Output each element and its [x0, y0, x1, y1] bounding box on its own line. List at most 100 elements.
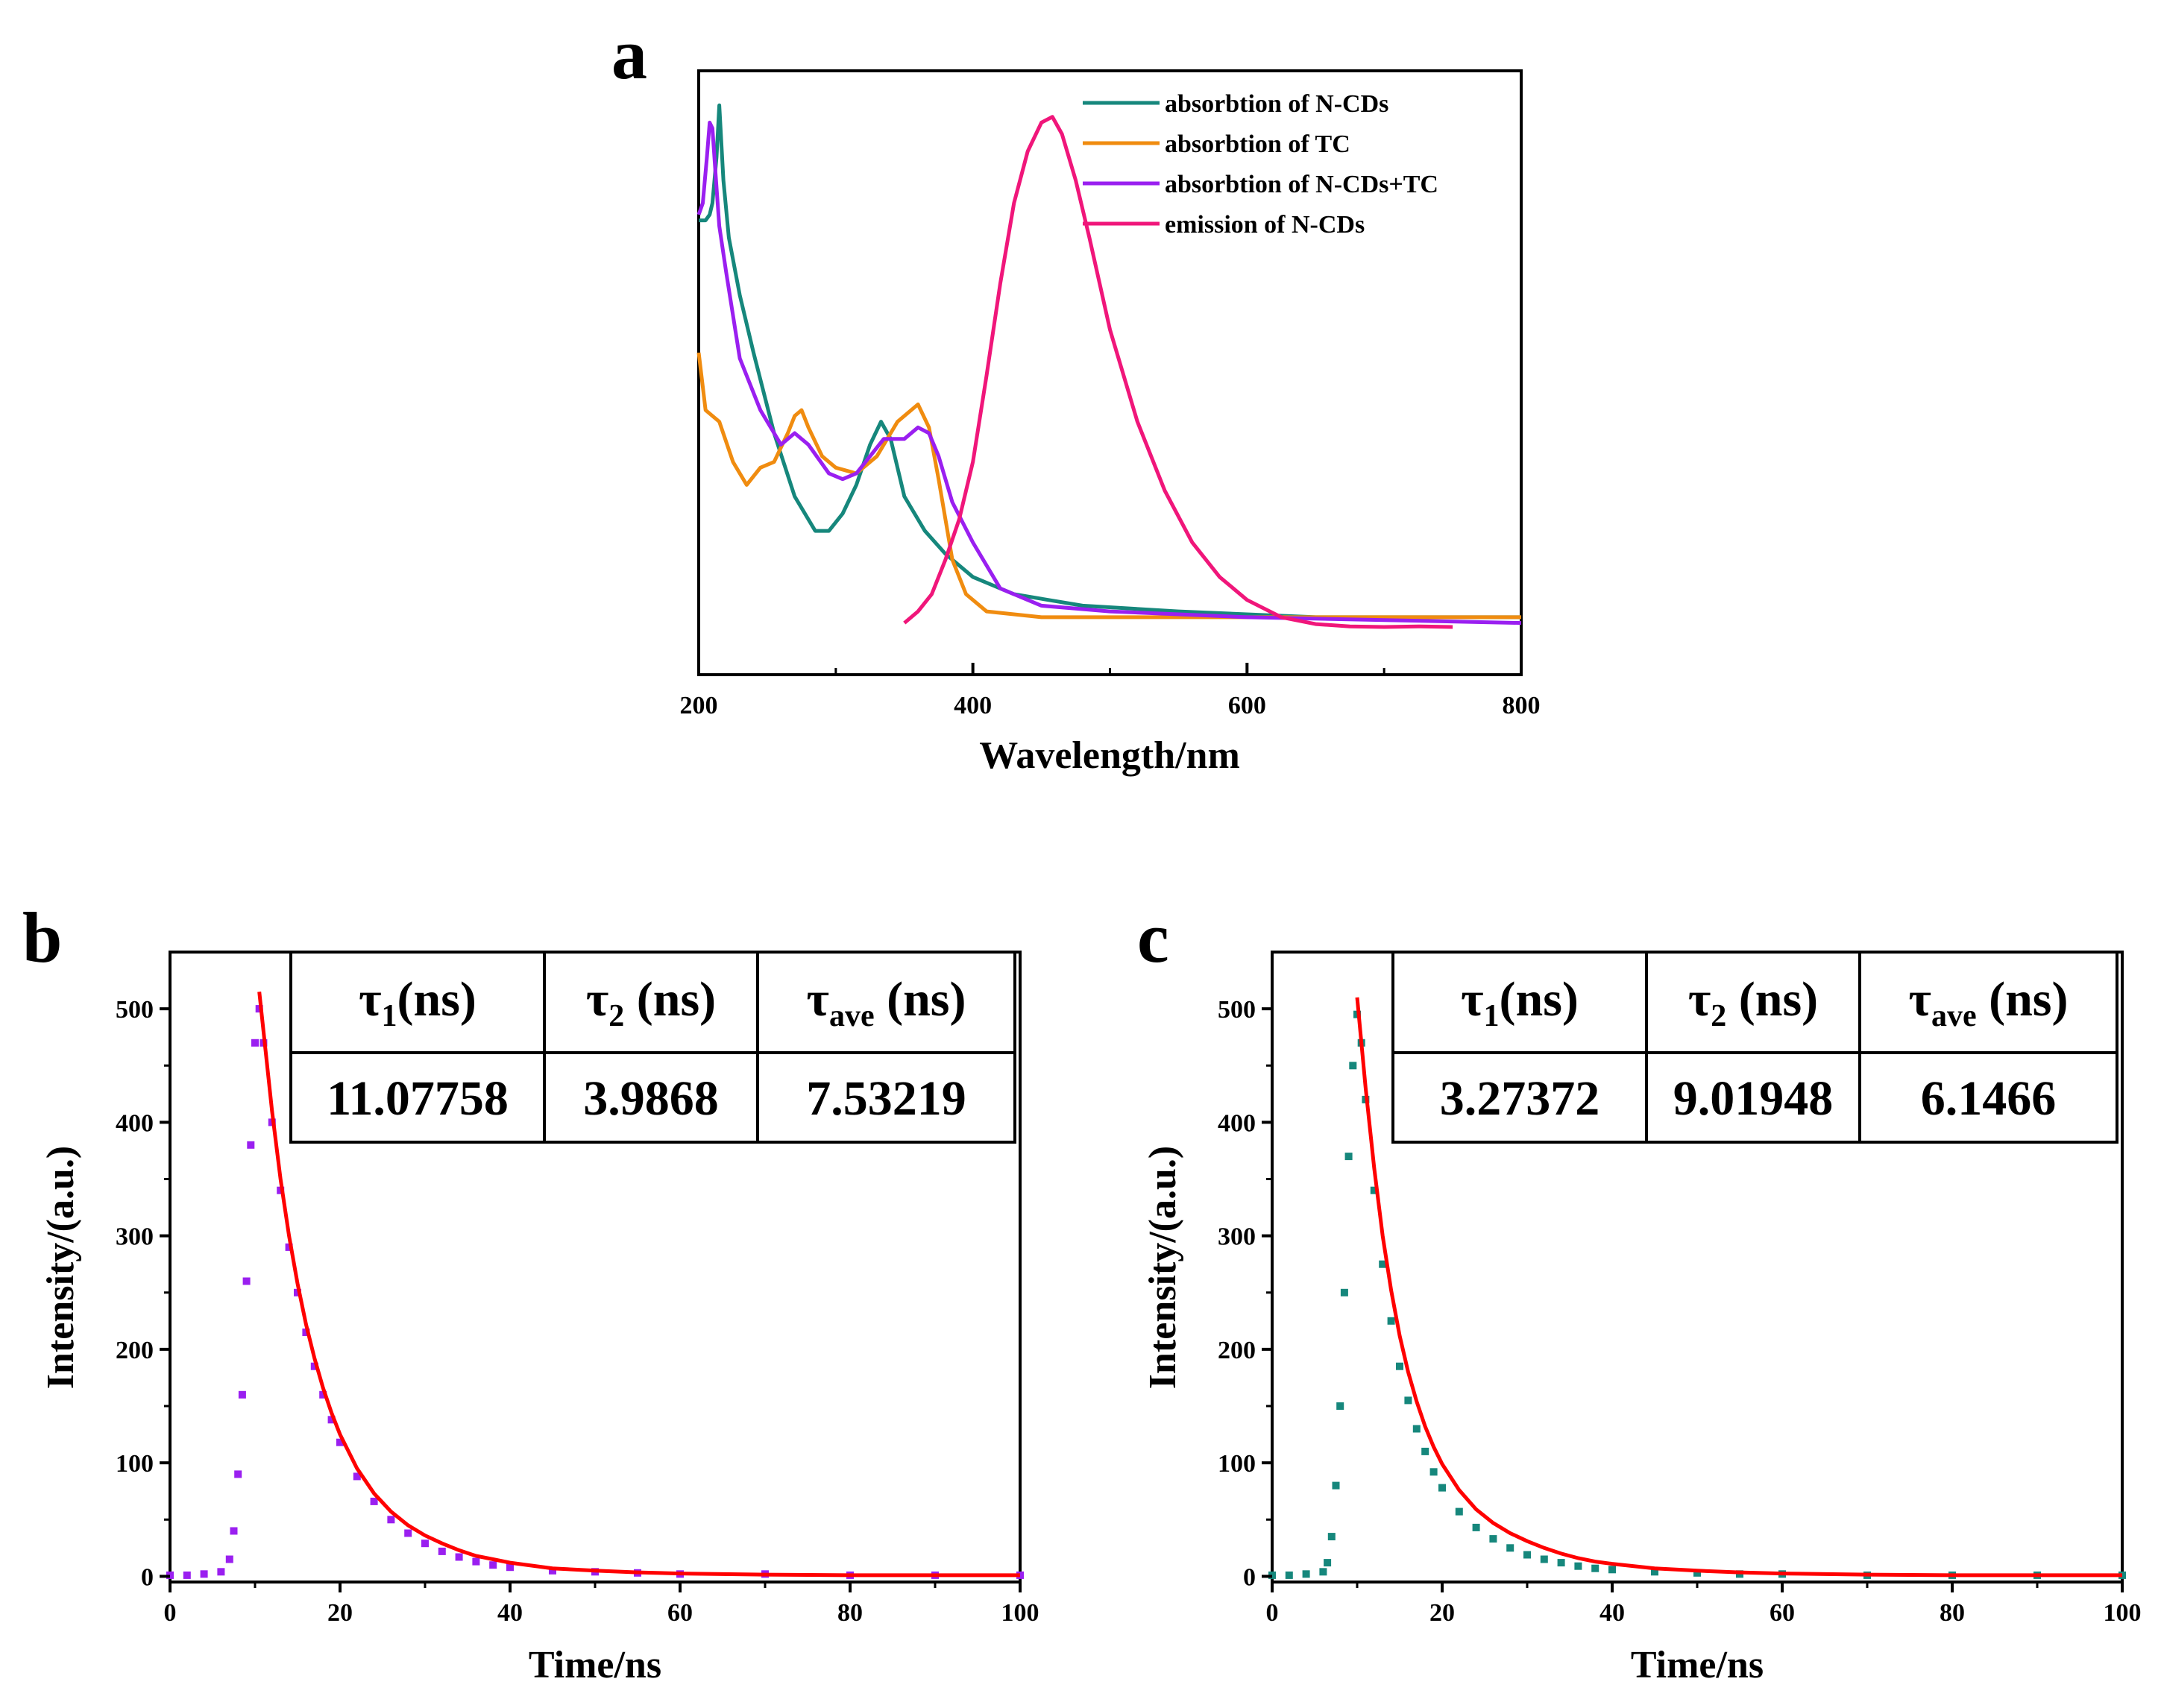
data-point	[1489, 1535, 1497, 1543]
tau-symbol: τ	[1688, 972, 1711, 1027]
x-tick-label: 60	[1770, 1599, 1795, 1627]
fit-curve-b	[257, 992, 1020, 1578]
tau-unit: (ns)	[624, 972, 716, 1027]
tau-subscript: 2	[608, 999, 624, 1033]
data-point	[438, 1547, 446, 1555]
y-tick-label: 500	[116, 996, 154, 1024]
data-point	[549, 1566, 556, 1575]
data-point	[1455, 1507, 1463, 1516]
table-value-1: 3.27372	[1440, 1071, 1600, 1126]
data-point	[1285, 1571, 1293, 1579]
plot-frame-a	[697, 69, 1523, 676]
data-point	[1429, 1468, 1438, 1476]
x-tick-label: 0	[1266, 1599, 1279, 1627]
x-axis-label-c: Time/ns	[1631, 1644, 1764, 1686]
data-point	[353, 1472, 361, 1481]
legend-label-4: emission of N-CDs	[1165, 211, 1365, 239]
y-tick-label: 400	[1218, 1109, 1256, 1137]
table-header-1: τ1(ns)	[1461, 972, 1579, 1033]
data-point	[421, 1540, 429, 1548]
data-point	[1557, 1559, 1565, 1567]
x-tick-label: 600	[1228, 692, 1266, 719]
table-header-2: τ2 (ns)	[1688, 972, 1818, 1033]
data-point	[1540, 1555, 1548, 1563]
data-point	[336, 1438, 344, 1446]
data-point	[387, 1516, 395, 1524]
x-axis-label-a: Wavelength/nm	[979, 734, 1240, 777]
data-point	[310, 1362, 318, 1370]
data-point	[251, 1039, 259, 1047]
tau-unit: (ns)	[397, 972, 476, 1027]
data-point	[217, 1568, 225, 1576]
x-tick-label: 20	[1429, 1599, 1455, 1627]
data-point	[1693, 1569, 1701, 1577]
x-ticks-b: 0 20 40 60 80 100	[164, 1582, 1039, 1627]
data-point	[247, 1141, 255, 1149]
series-line-4	[903, 115, 1453, 629]
data-point	[285, 1243, 293, 1251]
panel-label-c: c	[1137, 898, 1169, 977]
x-tick-label: 0	[164, 1599, 177, 1627]
legend-label-1: absorbtion of N-CDs	[1165, 90, 1388, 118]
y-tick-label: 100	[1218, 1450, 1256, 1478]
x-ticks-c: 0 20 40 60 80 100	[1266, 1582, 2142, 1627]
data-point	[1327, 1533, 1336, 1541]
data-point	[489, 1561, 497, 1569]
panel-a-chart: 200 400 600 800 Wavelength/nm absorbtion of…	[680, 69, 1541, 777]
x-ticks-a: 200 400 600 800	[680, 663, 1541, 719]
x-tick-label: 20	[327, 1599, 353, 1627]
data-point	[234, 1470, 242, 1478]
y-axis-label-b: Intensity/(a.u.)	[40, 1146, 82, 1389]
data-point	[1523, 1551, 1531, 1559]
data-point	[1421, 1447, 1429, 1455]
table-header-3: τave (ns)	[1909, 972, 2069, 1033]
y-tick-label: 0	[1243, 1563, 1256, 1591]
y-axis-label-c: Intensity/(a.u.)	[1142, 1146, 1184, 1389]
y-tick-label: 0	[141, 1563, 154, 1591]
data-point	[327, 1416, 336, 1424]
data-point	[1574, 1562, 1582, 1570]
x-tick-label: 40	[1599, 1599, 1625, 1627]
data-point	[1324, 1559, 1332, 1567]
legend-label-2: absorbtion of TC	[1165, 130, 1350, 158]
data-point	[370, 1497, 378, 1505]
data-point	[1332, 1481, 1340, 1490]
tau-unit: (ns)	[1977, 972, 2069, 1027]
y-tick-label: 500	[1218, 996, 1256, 1024]
tau-subscript: 1	[1484, 999, 1500, 1033]
x-tick-label: 80	[1940, 1599, 1965, 1627]
tau-subscript: 2	[1711, 999, 1726, 1033]
tau-symbol: τ	[359, 972, 381, 1027]
data-point	[1506, 1544, 1514, 1552]
data-point	[1302, 1570, 1310, 1578]
table-value-2: 3.9868	[583, 1071, 719, 1126]
series-line-2	[696, 352, 1521, 620]
y-ticks-b: 0 100 200 300 400 500	[116, 996, 170, 1591]
fit-curve-c	[1355, 997, 2122, 1578]
x-tick-label: 400	[954, 692, 992, 719]
table-frame	[289, 951, 1016, 1144]
tau-unit: (ns)	[875, 972, 966, 1027]
x-tick-label: 100	[2104, 1599, 2142, 1627]
data-point	[1591, 1564, 1599, 1572]
legend-label-3: absorbtion of N-CDs+TC	[1165, 171, 1438, 198]
legend-a: absorbtion of N-CDs absorbtion of TC absor…	[1083, 90, 1438, 239]
data-point	[225, 1555, 233, 1563]
table-value-1: 11.07758	[327, 1071, 509, 1126]
data-point	[1608, 1566, 1616, 1574]
data-point	[1472, 1523, 1480, 1531]
series-group-a	[696, 103, 1522, 629]
data-point	[1438, 1484, 1446, 1492]
panel-label-b: b	[22, 898, 62, 977]
data-point	[1396, 1362, 1403, 1370]
tau-unit: (ns)	[1500, 972, 1579, 1027]
y-tick-label: 200	[1218, 1337, 1256, 1364]
tau-subscript: 1	[382, 999, 397, 1033]
data-point	[1336, 1402, 1344, 1410]
x-tick-label: 200	[680, 692, 718, 719]
table-value-3: 6.1466	[1921, 1071, 2057, 1126]
data-point	[1651, 1568, 1658, 1576]
x-axis-label-b: Time/ns	[529, 1644, 661, 1686]
